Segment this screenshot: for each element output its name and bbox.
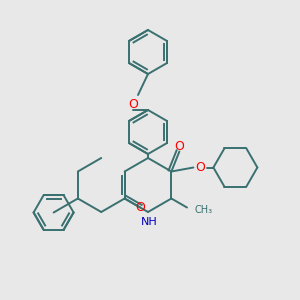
Text: CH₃: CH₃ (195, 205, 213, 214)
Text: O: O (195, 161, 205, 174)
Text: O: O (135, 201, 145, 214)
Text: O: O (128, 98, 138, 110)
Text: O: O (174, 140, 184, 153)
Text: NH: NH (141, 217, 158, 227)
